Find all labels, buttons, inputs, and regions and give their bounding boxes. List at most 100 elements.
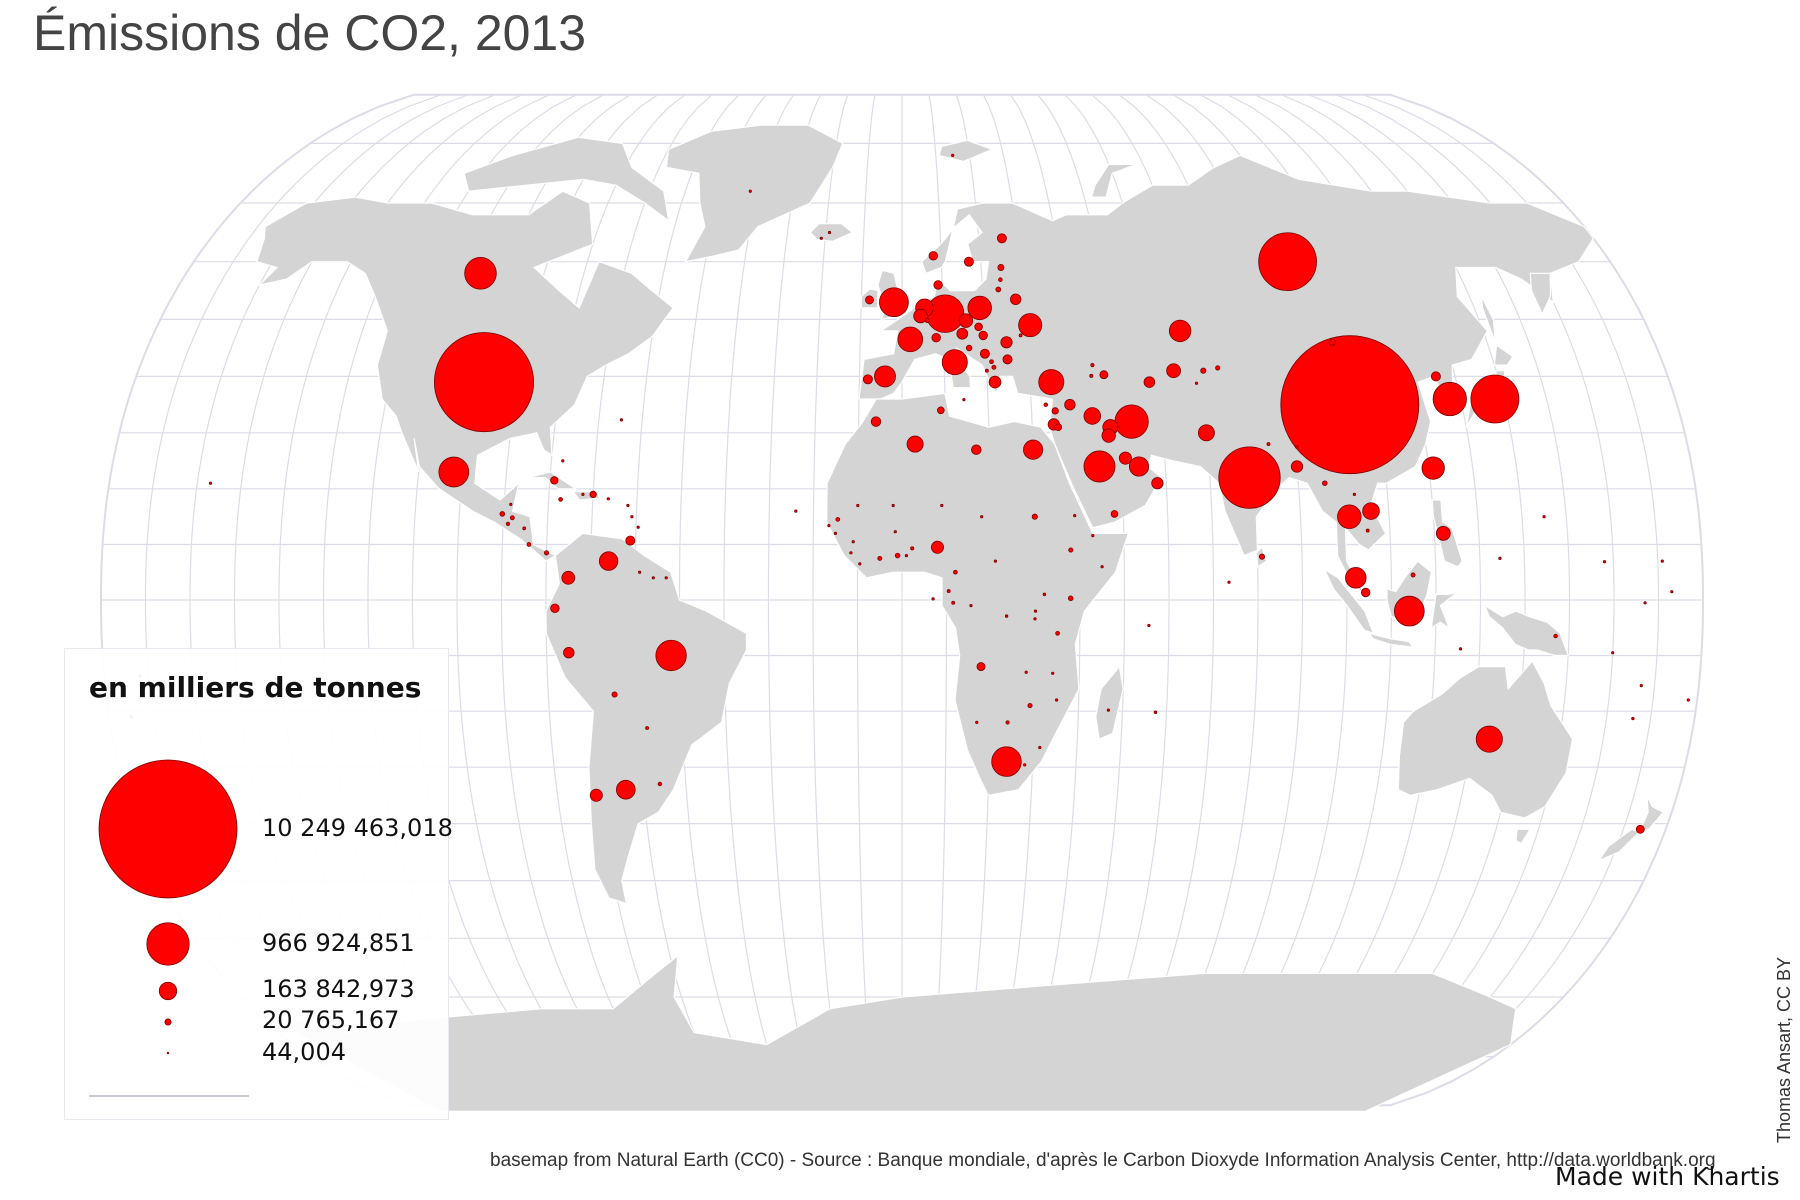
- co2-symbol: [794, 509, 798, 513]
- co2-symbol: [998, 277, 1003, 282]
- co2-symbol: [936, 406, 945, 415]
- co2-symbol: [1542, 515, 1546, 519]
- co2-symbol: [1258, 232, 1317, 292]
- co2-symbol: [1670, 590, 1674, 594]
- java-landmass: [1367, 632, 1415, 648]
- greenland-landmass: [665, 124, 844, 263]
- co2-symbol: [208, 481, 213, 485]
- co2-symbol: [1004, 614, 1009, 618]
- co2-symbol: [1410, 572, 1416, 578]
- co2-symbol: [993, 559, 998, 563]
- co2-symbol: [1043, 402, 1048, 407]
- co2-symbol: [1153, 710, 1158, 715]
- co2-symbol: [862, 374, 873, 385]
- co2-symbol: [1000, 336, 1013, 349]
- co2-symbol: [748, 189, 752, 193]
- co2-symbol: [561, 459, 565, 463]
- co2-symbol: [1258, 553, 1266, 560]
- sulawesi-landmass: [1430, 591, 1459, 630]
- co2-symbol: [962, 397, 966, 402]
- co2-symbol: [1553, 633, 1558, 639]
- co2-symbol: [980, 515, 984, 519]
- co2-symbol: [1458, 647, 1463, 651]
- co2-symbol: [928, 251, 939, 261]
- author-credit: Thomas Ansart, CC BY: [1774, 956, 1794, 1143]
- co2-symbol: [849, 551, 853, 555]
- sumatra-landmass: [1323, 567, 1375, 635]
- co2-symbol: [1352, 492, 1357, 496]
- co2-symbol: [1055, 630, 1060, 636]
- co2-symbol: [1227, 580, 1231, 584]
- co2-symbol: [1643, 601, 1647, 605]
- co2-symbol: [509, 502, 513, 506]
- co2-symbol: [941, 349, 968, 376]
- co2-symbol: [550, 603, 560, 614]
- co2-symbol: [1430, 371, 1441, 382]
- kamchatka-landmass: [1529, 272, 1552, 316]
- co2-symbol: [1033, 617, 1037, 621]
- co2-symbol: [995, 286, 1002, 293]
- co2-symbol: [1099, 370, 1109, 380]
- novaya-zemlya-landmass: [1090, 163, 1137, 198]
- co2-symbol: [1005, 720, 1010, 725]
- co2-symbol: [991, 746, 1022, 777]
- co2-symbol: [894, 552, 901, 559]
- co2-symbol: [1100, 565, 1104, 569]
- co2-symbol: [965, 344, 973, 352]
- co2-symbol: [1147, 623, 1151, 628]
- co2-symbol: [645, 726, 650, 730]
- south-america-landmass: [545, 532, 748, 905]
- co2-symbol: [1110, 510, 1119, 518]
- co2-symbol: [636, 525, 640, 529]
- co2-symbol: [1360, 587, 1371, 598]
- co2-symbol: [1068, 547, 1074, 553]
- co2-symbol: [651, 576, 655, 580]
- co2-symbol: [953, 569, 958, 575]
- co2-symbol: [505, 521, 511, 527]
- co2-symbol: [1393, 595, 1425, 627]
- co2-symbol: [1197, 424, 1215, 442]
- co2-symbol: [1051, 407, 1059, 415]
- co2-symbol: [464, 257, 497, 290]
- co2-symbol: [978, 330, 988, 341]
- co2-symbol: [951, 600, 956, 605]
- legend-label-1: 10 249 463,018: [262, 814, 453, 842]
- co2-symbol: [988, 375, 1002, 389]
- co2-symbol: [1611, 651, 1615, 655]
- co2-symbol: [870, 416, 882, 427]
- legend-divider: [89, 1095, 249, 1097]
- co2-symbol: [433, 332, 535, 433]
- co2-symbol: [1051, 671, 1055, 675]
- co2-symbol: [589, 788, 603, 802]
- co2-symbol: [931, 597, 935, 601]
- co2-symbol: [657, 781, 663, 787]
- co2-symbol: [975, 720, 979, 725]
- co2-symbol: [1101, 428, 1116, 443]
- co2-symbol: [851, 540, 855, 544]
- co2-symbol: [1091, 533, 1095, 538]
- legend-label-4: 20 765,167: [262, 1006, 400, 1034]
- co2-symbol: [589, 490, 597, 498]
- co2-symbol: [1128, 456, 1150, 477]
- co2-symbol: [1280, 335, 1420, 475]
- co2-symbol: [1083, 407, 1102, 425]
- co2-symbol: [924, 318, 930, 324]
- legend-title: en milliers de tonnes: [89, 671, 422, 704]
- co2-symbol: [1090, 363, 1095, 368]
- co2-symbol: [1143, 376, 1156, 388]
- legend-label-5: 44,004: [262, 1038, 346, 1066]
- co2-symbol: [1168, 319, 1192, 343]
- co2-symbol: [1002, 354, 1013, 365]
- co2-symbol: [1345, 567, 1367, 589]
- co2-symbol: [499, 511, 506, 517]
- co2-symbol: [1686, 698, 1690, 702]
- sakhalin-landmass: [1481, 296, 1497, 343]
- co2-symbol: [1064, 399, 1076, 411]
- legend-label-3: 163 842,973: [262, 975, 415, 1003]
- co2-symbol: [1194, 381, 1199, 385]
- new-guinea-landmass: [1483, 604, 1570, 657]
- co2-symbol: [1635, 824, 1645, 834]
- co2-symbol: [1329, 338, 1336, 346]
- co2-symbol: [833, 531, 838, 536]
